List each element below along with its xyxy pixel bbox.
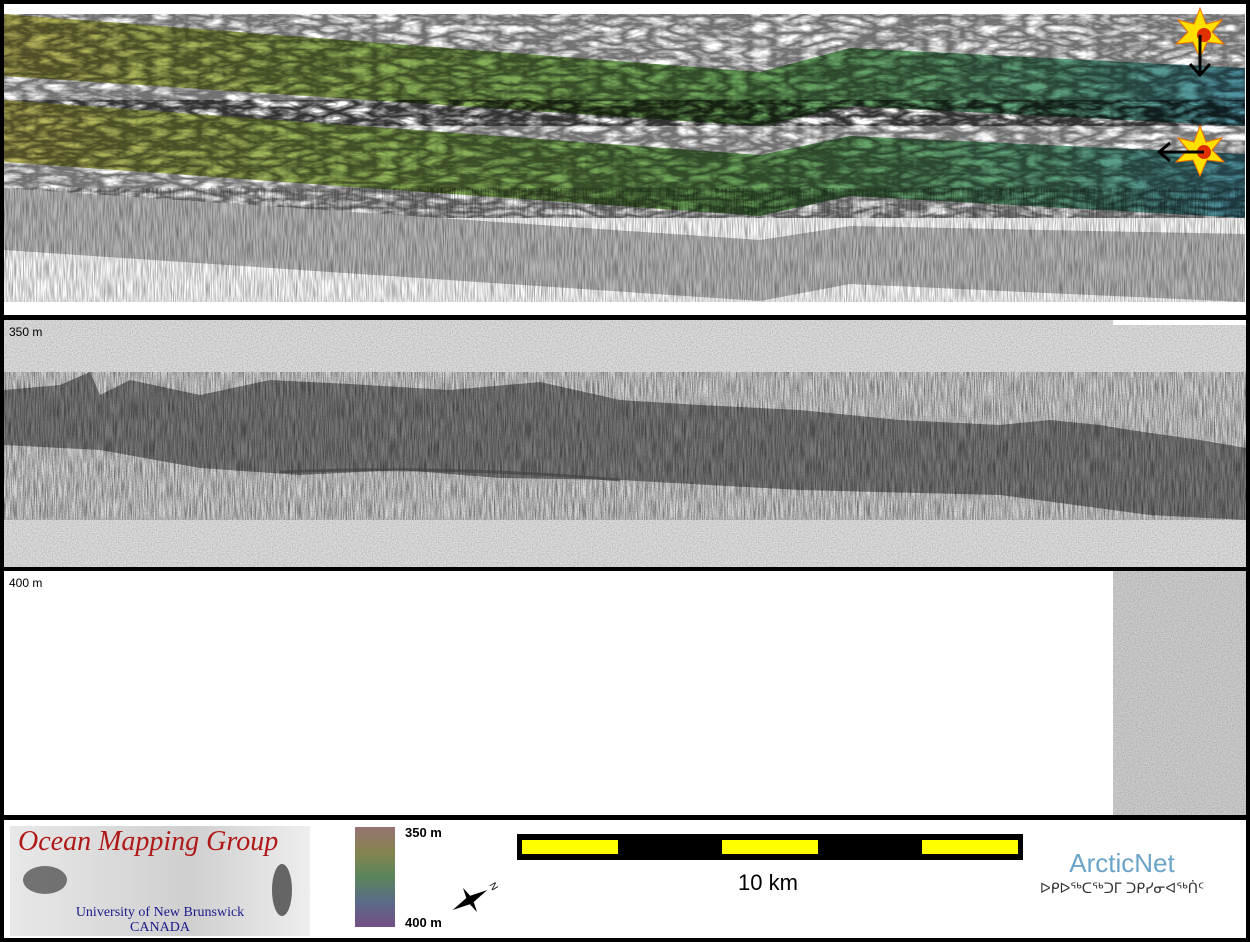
sun-icon bbox=[1156, 124, 1226, 178]
partner-name: ArcticNet bbox=[1069, 848, 1175, 878]
north-arrow: N bbox=[452, 881, 500, 913]
depth-label: 400 m bbox=[9, 576, 42, 590]
arcticnet-logo: ArcticNet ᐅᑭᐅᖅᑕᖅᑐᒥ ᑐᑭᓯᓂᐊᖅᑏᑦ bbox=[1040, 848, 1204, 897]
scale-label: 10 km bbox=[738, 870, 798, 895]
omg-logo: Ocean Mapping Group University of New Br… bbox=[10, 826, 310, 936]
bathymetry-strip bbox=[4, 100, 1245, 218]
logo-title: Ocean Mapping Group bbox=[18, 826, 278, 857]
partner-subtitle: ᐅᑭᐅᖅᑕᖅᑐᒥ ᑐᑭᓯᓂᐊᖅᑏᑦ bbox=[1040, 880, 1204, 897]
lower-panel bbox=[4, 571, 1246, 815]
colorbar-label: 400 m bbox=[405, 915, 442, 930]
sub-bottom-profile: 350 m bbox=[4, 320, 1246, 567]
logo-university: University of New Brunswick bbox=[76, 905, 244, 920]
bathymetry-strip bbox=[4, 14, 1245, 126]
depth-label: 350 m bbox=[9, 325, 42, 339]
svg-text:N: N bbox=[486, 881, 499, 893]
colorbar-label: 350 m bbox=[405, 825, 442, 840]
lower-profile: 400 m bbox=[9, 571, 1246, 815]
backscatter-strip bbox=[4, 188, 1245, 302]
logo-country: CANADA bbox=[130, 920, 191, 935]
scale-bar: 10 km bbox=[517, 834, 1023, 895]
colorbar: 350 m 400 m bbox=[355, 825, 442, 930]
sun-icon bbox=[1174, 6, 1226, 78]
